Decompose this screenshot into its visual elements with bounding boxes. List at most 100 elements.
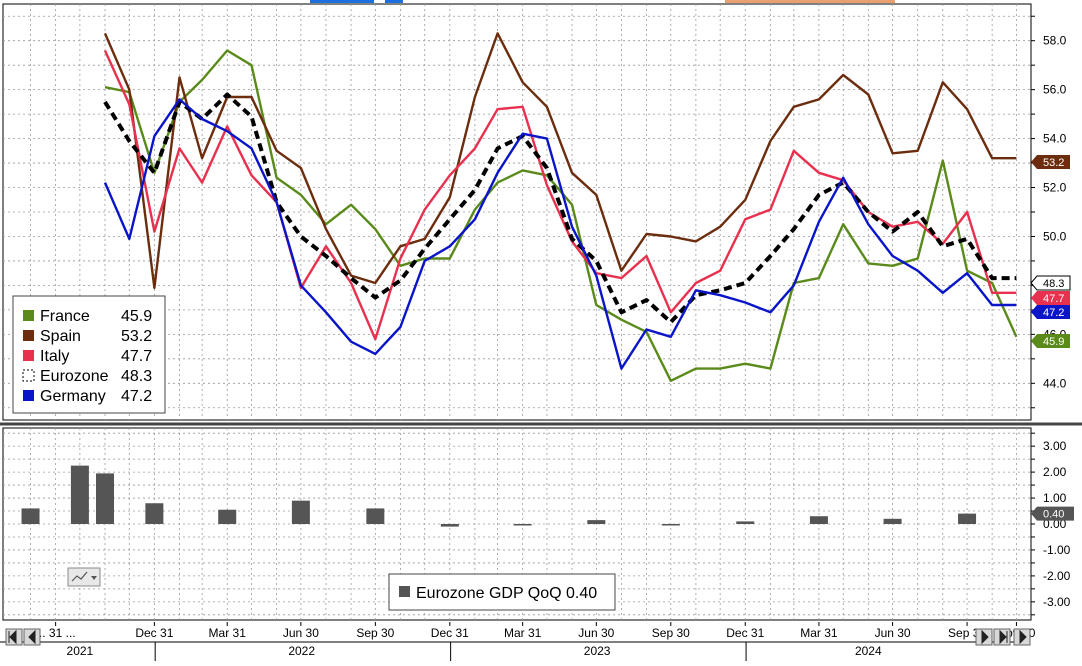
gdp-bar <box>95 473 114 524</box>
value-badge <box>1030 275 1071 291</box>
series-line-eurozone <box>103 92 1017 325</box>
x-year-label: 2021 <box>67 644 94 658</box>
gdp-legend: Eurozone GDP QoQ 0.40 <box>388 573 616 611</box>
x-tick-label: Jun 30 <box>283 626 319 640</box>
value-badge <box>1031 291 1070 305</box>
y-tick-label: 56.0 <box>1043 83 1067 97</box>
gdp-value-badge <box>1031 506 1074 521</box>
gdp-bar <box>809 516 828 524</box>
legend-series-name: Eurozone <box>40 368 109 385</box>
gdp-bar <box>736 521 755 524</box>
gdp-bar <box>513 524 532 526</box>
pmi-y-axis: 44.046.048.050.052.054.056.058.0 <box>1031 15 1067 409</box>
gdp-y-axis: 3.002.001.000.00-1.00-2.00-3.00 <box>1031 432 1071 616</box>
value-badge <box>1031 305 1070 319</box>
gdp-bar <box>661 524 680 526</box>
legend-series-name: Italy <box>40 348 69 365</box>
top-tab-indicator <box>310 0 374 3</box>
gdp-bar <box>291 500 310 524</box>
gdp-legend-label: Eurozone GDP QoQ 0.40 <box>416 585 597 602</box>
legend-series-value: 47.7 <box>121 348 152 365</box>
x-axis: ... 31 ... Dec 31 Mar 31 Jun 30 Sep 30 Dec 31… <box>0 621 1082 661</box>
x-year-label: 2023 <box>584 644 611 658</box>
top-tab-indicator <box>725 0 895 3</box>
legend-series-value: 45.9 <box>121 308 152 325</box>
scroll-right-icon <box>981 629 989 645</box>
gdp-bar <box>587 520 606 524</box>
legend-series-value: 47.2 <box>121 388 152 405</box>
scroll-end-icon <box>999 629 1008 645</box>
series-line-france <box>104 49 1018 382</box>
legend-series-value: 48.3 <box>121 368 152 385</box>
x-tick-label: Mar 31 <box>504 626 542 640</box>
series-line-germany <box>103 98 1017 370</box>
pmi-value-badges: 45.9 53.2 47.7 48.3 47.2 0.40 <box>1030 155 1074 521</box>
y-tick-label: 58.0 <box>1043 34 1067 48</box>
gdp-value-badge-label: 0.40 <box>1043 509 1064 521</box>
x-tick-label: Sep 30 <box>652 626 690 640</box>
legend-swatch <box>23 310 34 321</box>
gdp-bar <box>883 518 902 524</box>
y-tick-label: 52.0 <box>1043 181 1067 195</box>
y-tick-label: -2.00 <box>1043 569 1071 583</box>
gdp-bar <box>145 503 164 524</box>
x-year-label: 2024 <box>855 644 882 658</box>
x-tick-label: Jun 30 <box>578 626 614 640</box>
y-tick-label: 54.0 <box>1043 132 1067 146</box>
gdp-bar <box>70 465 89 524</box>
legend-series-name: Germany <box>40 388 106 405</box>
y-tick-label: -1.00 <box>1043 543 1071 557</box>
value-badge-label: 47.7 <box>1043 293 1064 305</box>
x-year-label: 2022 <box>288 644 315 658</box>
x-axis-strip <box>0 621 1082 661</box>
y-tick-label: 1.00 <box>1043 491 1067 505</box>
legend-swatch <box>23 350 34 361</box>
gdp-bar <box>366 508 385 524</box>
x-tick-label: Mar 31 <box>800 626 838 640</box>
x-tick-label: ... 31 ... <box>36 626 76 640</box>
value-badge-label: 53.2 <box>1043 157 1064 169</box>
gdp-bar <box>218 509 237 524</box>
value-badge <box>1031 334 1070 348</box>
x-tick-label: Jun 30 <box>875 626 911 640</box>
line-chart-icon <box>71 571 88 582</box>
y-tick-label: 3.00 <box>1043 439 1067 453</box>
gdp-bar <box>958 513 977 524</box>
gdp-bars <box>21 465 977 527</box>
legend-box <box>12 295 166 414</box>
y-tick-label: -3.00 <box>1043 595 1071 609</box>
value-badge-label: 45.9 <box>1043 336 1064 348</box>
pmi-lines <box>103 32 1018 382</box>
legend-series-name: France <box>40 308 90 325</box>
pmi-legend: France 45.9 Spain 53.2 Italy 47.7 Eurozone 48.3… <box>12 295 166 414</box>
zoom-icon <box>1019 629 1027 645</box>
gdp-legend-swatch <box>399 586 410 597</box>
chart-type-widget[interactable] <box>67 567 101 587</box>
legend-series-name: Spain <box>40 328 81 345</box>
x-tick-label: Dec 31 <box>726 626 764 640</box>
y-tick-label: 44.0 <box>1043 376 1067 390</box>
value-badge-label: 48.3 <box>1043 278 1064 290</box>
value-badge <box>1031 155 1070 169</box>
scroll-left-icon <box>28 629 36 645</box>
gdp-legend-box <box>388 573 616 611</box>
scroll-start-icon <box>8 629 17 645</box>
y-tick-label: 50.0 <box>1043 229 1067 243</box>
y-tick-label: 2.00 <box>1043 465 1067 479</box>
chevron-down-icon <box>91 576 97 580</box>
x-tick-label: Sep 30 <box>356 626 394 640</box>
x-tick-label: Dec 31 <box>431 626 469 640</box>
legend-series-value: 53.2 <box>121 328 152 345</box>
legend-swatch <box>23 330 34 341</box>
x-tick-label: Dec 31 <box>135 626 173 640</box>
legend-swatch <box>22 369 35 382</box>
gdp-bar <box>21 508 40 524</box>
x-tick-label: Mar 31 <box>209 626 247 640</box>
legend-swatch <box>23 390 34 401</box>
series-line-spain <box>103 32 1017 290</box>
gdp-bar <box>440 524 459 527</box>
value-badge-label: 47.2 <box>1043 307 1064 319</box>
top-tab-indicator <box>385 0 403 3</box>
